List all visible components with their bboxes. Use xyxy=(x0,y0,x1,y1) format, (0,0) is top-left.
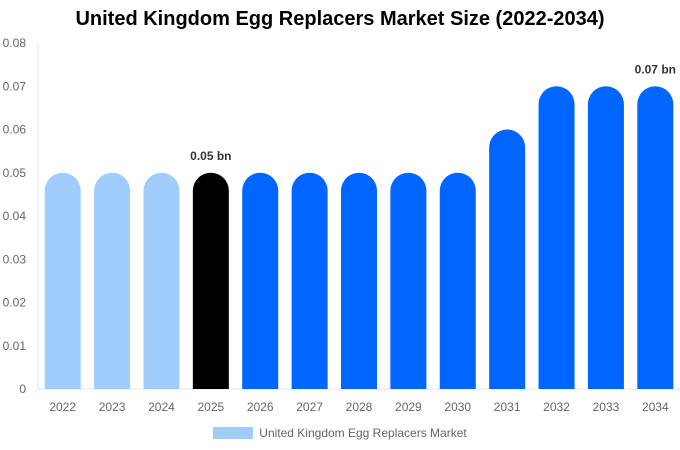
bar-2032 xyxy=(538,86,575,389)
legend-swatch xyxy=(213,427,254,439)
legend-label: United Kingdom Egg Replacers Market xyxy=(259,426,467,440)
bar-2026 xyxy=(242,172,279,389)
x-tick-label: 2028 xyxy=(346,400,373,414)
bar-2033 xyxy=(587,86,624,389)
y-tick-label: 0.08 xyxy=(3,36,27,50)
y-tick-label: 0.01 xyxy=(3,339,27,353)
x-tick-label: 2031 xyxy=(494,400,521,414)
legend[interactable]: United Kingdom Egg Replacers Market xyxy=(0,426,680,440)
y-tick-label: 0.02 xyxy=(3,296,27,310)
x-tick-label: 2023 xyxy=(99,400,126,414)
x-tick-label: 2030 xyxy=(444,400,471,414)
y-tick-label: 0 xyxy=(19,382,26,396)
x-tick-label: 2026 xyxy=(247,400,274,414)
bar-2030 xyxy=(439,172,476,389)
data-label-2025: 0.05 bn xyxy=(190,149,231,163)
y-tick-label: 0.07 xyxy=(3,79,27,93)
x-tick-label: 2033 xyxy=(593,400,620,414)
bar-2024 xyxy=(143,172,180,389)
x-tick-label: 2024 xyxy=(148,400,175,414)
data-label-2034: 0.07 bn xyxy=(635,62,676,76)
bar-2025 xyxy=(192,172,229,389)
y-tick-label: 0.03 xyxy=(3,252,27,266)
y-tick-label: 0.05 xyxy=(3,166,27,180)
bar-2029 xyxy=(390,172,427,389)
x-tick-label: 2025 xyxy=(197,400,224,414)
bar-2027 xyxy=(291,172,328,389)
bar-2022 xyxy=(44,172,81,389)
bar-2028 xyxy=(341,172,377,389)
x-tick-label: 2034 xyxy=(642,400,669,414)
y-tick-label: 0.04 xyxy=(3,209,27,223)
x-tick-label: 2022 xyxy=(49,400,76,414)
bar-2034 xyxy=(637,86,674,389)
bar-2031 xyxy=(489,129,526,389)
x-tick-label: 2032 xyxy=(543,400,570,414)
y-tick-label: 0.06 xyxy=(3,123,27,137)
x-tick-label: 2027 xyxy=(296,400,323,414)
x-tick-label: 2029 xyxy=(395,400,422,414)
chart-title: United Kingdom Egg Replacers Market Size… xyxy=(75,8,605,30)
bar-2023 xyxy=(94,172,131,389)
